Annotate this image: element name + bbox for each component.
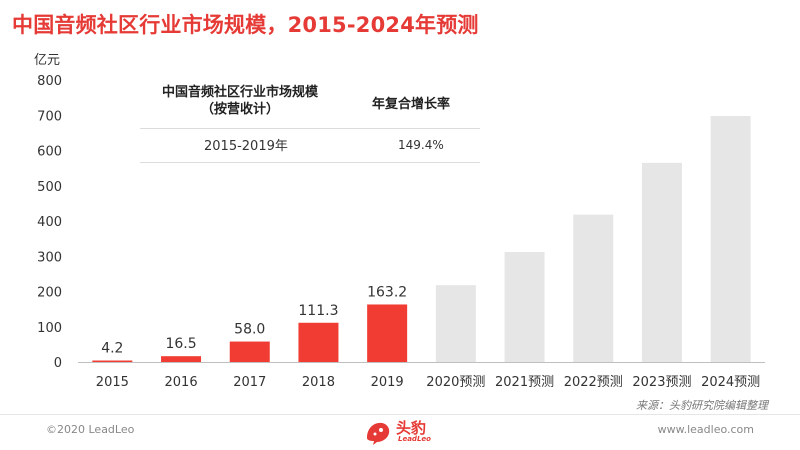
bar-2015 <box>92 360 133 362</box>
x-tick-label: 2022预测 <box>564 375 623 390</box>
x-tick-label: 2017 <box>233 375 266 390</box>
bar-2018 <box>298 322 339 362</box>
page-title: 中国音频社区行业市场规模，2015-2024年预测 <box>12 13 479 37</box>
x-tick-label: 2021预测 <box>495 375 554 390</box>
cagr-table-period: 2015-2019年 <box>204 139 288 154</box>
x-tick-label: 2016 <box>165 375 198 390</box>
leadleo-logo: 头豹 LeadLeo <box>364 416 454 448</box>
data-label-2017: 58.0 <box>234 322 265 338</box>
x-tick-label: 2023预测 <box>632 375 691 390</box>
x-tick-label: 2020预测 <box>426 375 485 390</box>
data-label-2015: 4.2 <box>101 341 123 357</box>
bar-2024预测 <box>710 115 751 362</box>
cagr-table-divider <box>140 128 480 129</box>
x-tick-label: 2024预测 <box>701 375 760 390</box>
footer-divider <box>0 414 800 415</box>
data-label-2018: 111.3 <box>298 303 338 319</box>
logo-text: 头豹 <box>396 419 427 437</box>
cagr-table-value: 149.4% <box>398 138 444 152</box>
y-tick-label: 700 <box>37 109 62 124</box>
bar-2020预测 <box>435 285 476 362</box>
copyright: ©2020 LeadLeo <box>46 423 135 436</box>
y-tick-label: 500 <box>37 180 62 195</box>
bars <box>92 115 751 362</box>
bar-2019 <box>367 304 408 362</box>
cagr-table-divider-bottom <box>140 162 480 163</box>
data-label-2019: 163.2 <box>367 284 407 300</box>
cagr-table-header-market: 中国音频社区行业市场规模 （按营收计） <box>161 85 318 117</box>
y-tick-label: 100 <box>37 321 62 336</box>
source-note: 来源：头豹研究院编辑整理 <box>636 399 768 412</box>
cagr-table: 中国音频社区行业市场规模 （按营收计） 年复合增长率 2015-2019年 14… <box>140 80 480 165</box>
website-link[interactable]: www.leadleo.com <box>657 423 754 436</box>
logo-subtext: LeadLeo <box>398 435 431 443</box>
x-tick-label: 2019 <box>371 375 404 390</box>
bar-2017 <box>229 341 270 362</box>
x-tick-label: 2018 <box>302 375 335 390</box>
leopard-logo-icon <box>367 422 390 445</box>
bar-2016 <box>161 356 202 362</box>
data-label-2016: 16.5 <box>165 336 196 352</box>
y-tick-label: 800 <box>37 74 62 89</box>
y-tick-label: 0 <box>54 356 62 371</box>
y-tick-label: 200 <box>37 286 62 301</box>
bar-2022预测 <box>573 214 614 362</box>
data-labels: 4.2 16.5 58.0 111.3 163.2 <box>101 284 407 356</box>
y-tick-label: 300 <box>37 250 62 265</box>
cagr-table-header-cagr: 年复合增长率 <box>372 97 451 112</box>
bar-2021预测 <box>504 252 545 362</box>
x-tick-label: 2015 <box>96 375 129 390</box>
x-axis-ticks: 2015 2016 2017 2018 2019 2020预测 2021预测 2022预测 20… <box>96 375 760 390</box>
y-tick-label: 600 <box>37 145 62 160</box>
y-axis-ticks: 0 100 200 300 400 500 600 700 800 <box>37 74 62 371</box>
bar-2023预测 <box>641 162 682 362</box>
y-axis-label: 亿元 <box>34 53 60 68</box>
y-tick-label: 400 <box>37 215 62 230</box>
